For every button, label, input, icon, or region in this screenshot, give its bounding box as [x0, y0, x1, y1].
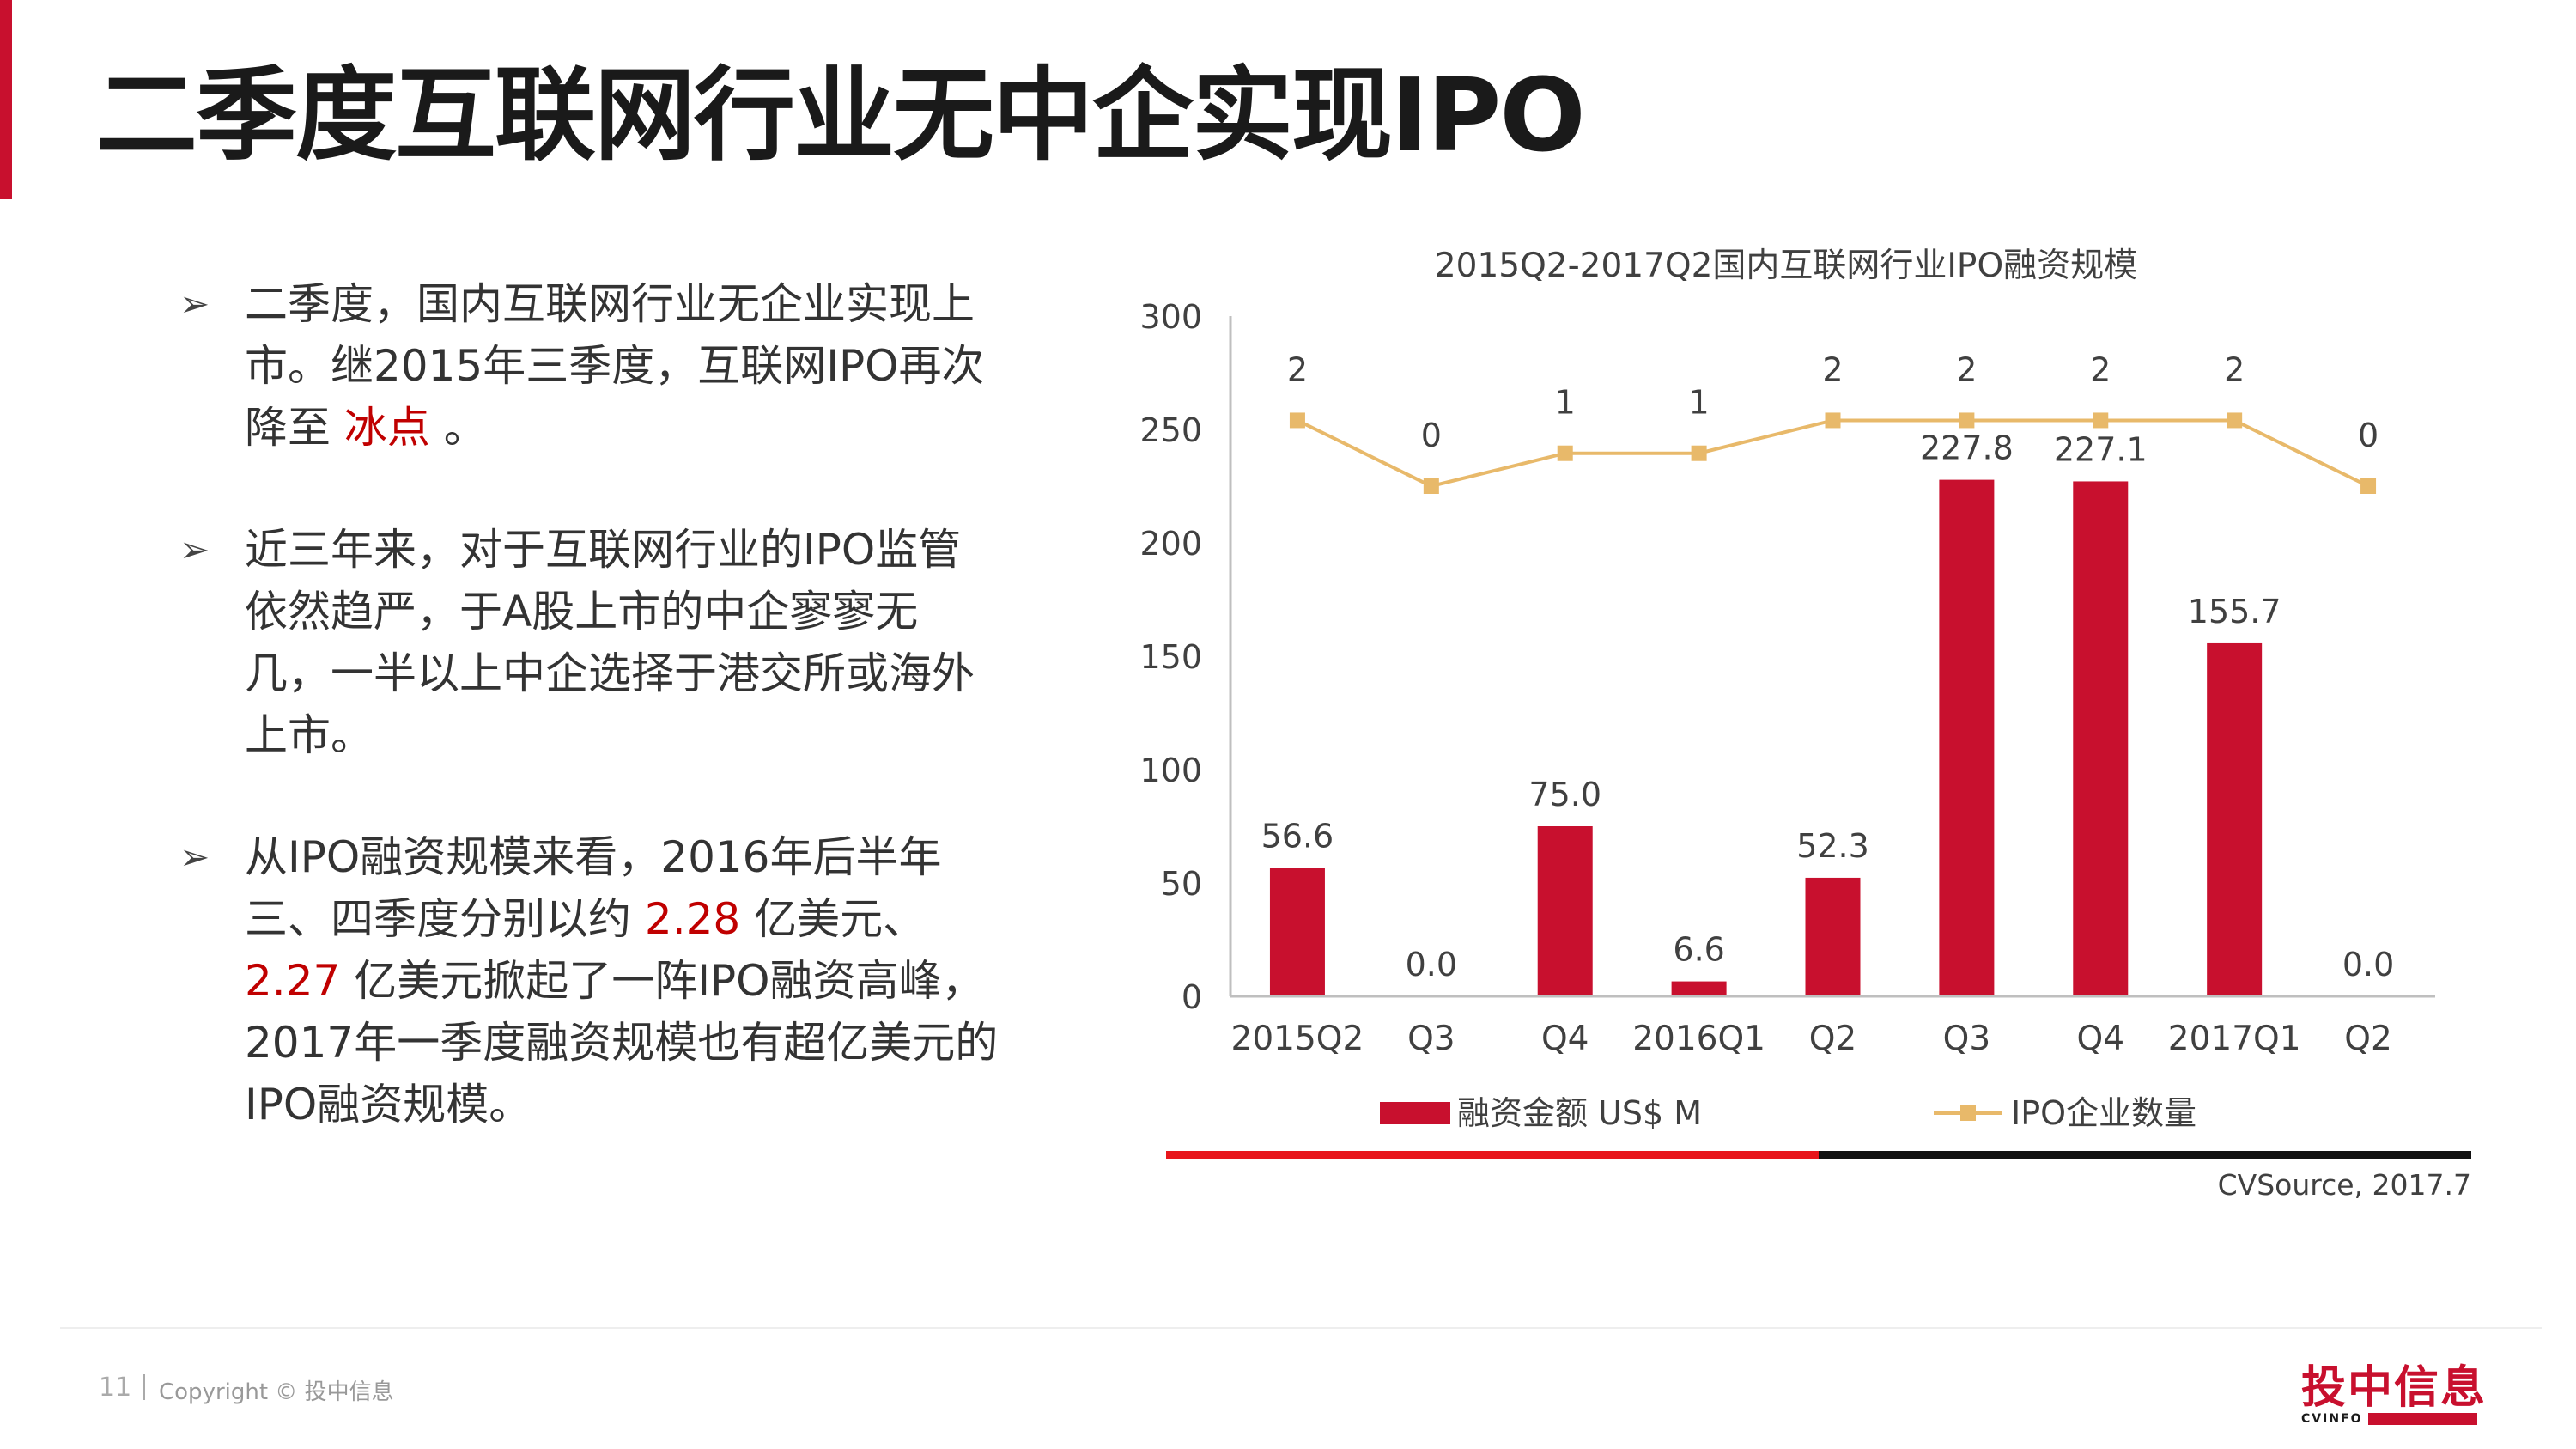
line-value-label: 1 — [1555, 384, 1576, 422]
bar-value-label: 56.6 — [1261, 818, 1334, 855]
bullet-text: 近三年来，对于互联网行业的IPO监管依然趋严，于A股上市的中企寥寥无几，一半以上… — [245, 525, 975, 760]
bar-value-label: 0.0 — [2342, 946, 2394, 983]
footer-separator — [143, 1374, 145, 1400]
logo-bar — [2367, 1413, 2477, 1425]
bullet-text: 亿美元掀起了一阵IPO融资高峰，2017年一季度融资规模也有超亿美元的IPO融资… — [245, 956, 999, 1129]
bar-value-label: 52.3 — [1796, 827, 1869, 865]
line-marker — [1423, 478, 1439, 494]
line-value-label: 0 — [2358, 417, 2379, 454]
x-tick-label: Q4 — [2077, 1020, 2125, 1058]
bar — [1805, 877, 1861, 996]
x-tick-label: Q2 — [2344, 1020, 2392, 1058]
bar — [2073, 481, 2129, 996]
bar — [1537, 826, 1593, 996]
source-rule-black — [1819, 1151, 2471, 1159]
data-source: CVSource, 2017.7 — [2217, 1168, 2471, 1202]
x-tick-label: Q2 — [1809, 1020, 1857, 1058]
page-title: 二季度互联网行业无中企实现IPO — [96, 56, 1586, 174]
bar — [1671, 981, 1727, 996]
x-tick-label: 2017Q1 — [2168, 1020, 2301, 1058]
highlight-text: 2.28 — [644, 894, 741, 944]
bar-value-label: 6.6 — [1673, 931, 1724, 969]
y-tick-label: 150 — [1139, 638, 1202, 676]
y-tick-label: 300 — [1139, 298, 1202, 336]
line-value-label: 0 — [1421, 417, 1442, 454]
bar-value-label: 155.7 — [2188, 593, 2281, 630]
line-marker — [2093, 412, 2109, 429]
y-tick-label: 200 — [1139, 525, 1202, 563]
y-tick-label: 0 — [1182, 978, 1202, 1016]
footer-divider — [60, 1327, 2542, 1329]
bullet-text: 。 — [429, 403, 487, 453]
logo-text: 投中信息 — [2301, 1362, 2488, 1414]
y-tick-label: 50 — [1161, 865, 1202, 903]
title-accent-bar — [0, 0, 12, 199]
y-tick-label: 100 — [1139, 752, 1202, 789]
line-marker — [1825, 412, 1841, 429]
legend-line-marker — [1960, 1105, 1976, 1121]
copyright-text: Copyright © 投中信息 — [159, 1379, 394, 1405]
chart-title: 2015Q2-2017Q2国内互联网行业IPO融资规模 — [1434, 247, 2138, 285]
highlight-text: 2.27 — [245, 956, 341, 1006]
logo-subtext: CVINFO — [2301, 1412, 2363, 1426]
bar — [1269, 868, 1325, 996]
legend-bar-label: 融资金额 US$ M — [1457, 1094, 1702, 1132]
line-marker — [2227, 412, 2243, 429]
arrow-bullet-icon: ➢ — [179, 836, 210, 878]
bullet-text: 亿美元、 — [740, 894, 927, 944]
line-value-label: 1 — [1689, 384, 1710, 422]
line-marker — [1289, 412, 1305, 429]
highlight-text: 冰点 — [343, 403, 430, 453]
line-marker — [1959, 412, 1975, 429]
line-value-label: 2 — [2090, 350, 2111, 388]
ipo-count-line — [1297, 418, 2369, 489]
y-tick-label: 250 — [1139, 411, 1202, 449]
line-value-label: 2 — [1956, 350, 1977, 388]
line-marker — [2360, 478, 2377, 494]
bullet-list: ➢ 二季度，国内互联网行业无企业实现上市。继2015年三季度，互联网IPO再次降… — [176, 273, 1000, 1196]
x-tick-label: Q3 — [1943, 1020, 1991, 1058]
bullet-item: ➢ 从IPO融资规模来看，2016年后半年三、四季度分别以约 2.28 亿美元、… — [176, 826, 1000, 1135]
bullet-item: ➢ 近三年来，对于互联网行业的IPO监管依然趋严，于A股上市的中企寥寥无几，一半… — [176, 519, 1000, 766]
legend-line-label: IPO企业数量 — [2011, 1094, 2196, 1132]
bar-value-label: 75.0 — [1528, 776, 1601, 813]
line-marker — [1557, 445, 1573, 461]
arrow-bullet-icon: ➢ — [179, 283, 210, 325]
source-rule-red — [1166, 1151, 1819, 1159]
x-tick-label: Q4 — [1541, 1020, 1589, 1058]
bullet-item: ➢ 二季度，国内互联网行业无企业实现上市。继2015年三季度，互联网IPO再次降… — [176, 273, 1000, 459]
bar-value-label: 0.0 — [1406, 946, 1457, 983]
company-logo: 投中信息 CVINFO — [2301, 1362, 2488, 1426]
x-tick-label: 2016Q1 — [1632, 1020, 1765, 1058]
line-marker — [1691, 445, 1707, 461]
legend-bar-swatch — [1380, 1102, 1450, 1124]
bullet-text: 二季度，国内互联网行业无企业实现上市。继2015年三季度，互联网IPO再次降至 — [245, 279, 985, 453]
line-value-label: 2 — [1822, 350, 1843, 388]
page-number: 11 — [99, 1373, 132, 1403]
line-value-label: 2 — [1287, 350, 1308, 388]
bar-value-label: 227.8 — [1920, 429, 2014, 467]
bar — [1939, 479, 1995, 996]
bullet-text: 从IPO融资规模来看，2016年后半年三、四季度分别以约 — [245, 832, 942, 944]
arrow-bullet-icon: ➢ — [179, 528, 210, 570]
line-value-label: 2 — [2224, 350, 2245, 388]
bar-value-label: 227.1 — [2054, 430, 2148, 468]
bar — [2207, 642, 2263, 996]
x-tick-label: Q3 — [1407, 1020, 1455, 1058]
x-tick-label: 2015Q2 — [1231, 1020, 1364, 1058]
